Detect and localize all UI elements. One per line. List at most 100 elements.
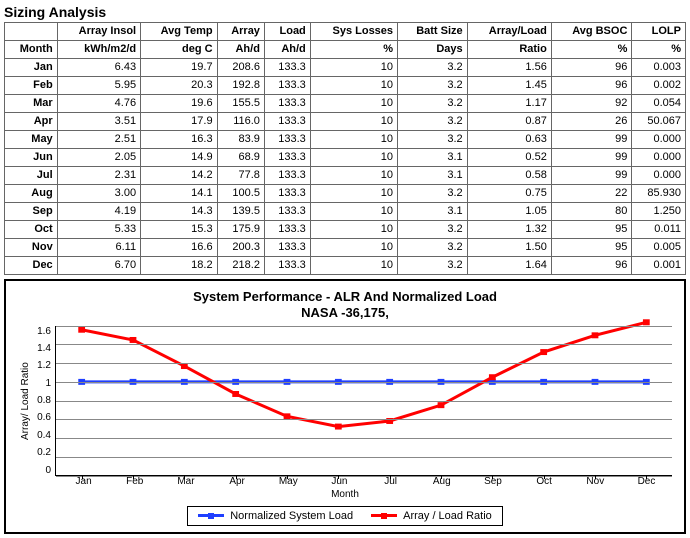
table-cell: 5.33 [57,221,140,239]
table-cell: 6.11 [57,239,140,257]
table-row: May2.5116.383.9133.3103.20.63990.000 [5,131,686,149]
table-cell: 133.3 [264,257,310,275]
table-cell: 6.70 [57,257,140,275]
table-cell: 3.2 [398,257,468,275]
y-tick-label: 1.2 [31,360,51,371]
series-marker [438,402,445,408]
table-cell: 50.067 [632,113,686,131]
table-cell: 10 [310,185,397,203]
x-axis-label: Month [18,489,672,500]
table-cell: 133.3 [264,185,310,203]
y-tick-label: 1.6 [31,326,51,337]
table-cell: 10 [310,203,397,221]
table-cell: 10 [310,239,397,257]
legend-label: Normalized System Load [230,510,353,522]
table-cell: 0.002 [632,77,686,95]
x-tick-label: Feb [109,476,160,487]
table-cell: 14.3 [141,203,217,221]
table-cell: 0.000 [632,167,686,185]
column-header [5,23,58,41]
table-cell: 175.9 [217,221,264,239]
series-marker [130,336,137,342]
table-cell: 2.51 [57,131,140,149]
table-cell: Aug [5,185,58,203]
table-cell: 3.2 [398,59,468,77]
table-cell: Apr [5,113,58,131]
table-cell: 10 [310,113,397,131]
table-cell: 96 [551,257,632,275]
series-marker [489,374,496,380]
table-cell: 20.3 [141,77,217,95]
table-cell: 10 [310,59,397,77]
table-cell: 0.000 [632,149,686,167]
table-cell: 133.3 [264,95,310,113]
x-tick-label: May [263,476,314,487]
table-cell: 133.3 [264,131,310,149]
series-marker [592,332,599,338]
table-cell: 0.000 [632,131,686,149]
table-row: Jun2.0514.968.9133.3103.10.52990.000 [5,149,686,167]
table-cell: 3.1 [398,203,468,221]
y-axis-label: Array/ Load Ratio [18,326,31,476]
table-row: Aug3.0014.1100.5133.3103.20.752285.930 [5,185,686,203]
table-cell: 2.31 [57,167,140,185]
table-cell: 16.3 [141,131,217,149]
column-unit: % [310,41,397,59]
table-row: Sep4.1914.3139.5133.3103.11.05801.250 [5,203,686,221]
column-unit: Ah/d [264,41,310,59]
table-cell: 0.87 [467,113,551,131]
chart-title: System Performance - ALR And Normalized … [18,289,672,322]
table-cell: Jan [5,59,58,77]
table-cell: 133.3 [264,203,310,221]
legend-label: Array / Load Ratio [403,510,492,522]
table-cell: 100.5 [217,185,264,203]
table-cell: 3.2 [398,113,468,131]
table-cell: 10 [310,131,397,149]
table-cell: 0.63 [467,131,551,149]
table-cell: 1.32 [467,221,551,239]
y-tick-label: 0 [31,465,51,476]
table-cell: 10 [310,149,397,167]
table-cell: 10 [310,167,397,185]
table-cell: 3.2 [398,221,468,239]
table-cell: Feb [5,77,58,95]
table-cell: 83.9 [217,131,264,149]
column-unit: Month [5,41,58,59]
table-cell: 133.3 [264,221,310,239]
x-tick-label: Jun [314,476,365,487]
series-marker [78,326,85,332]
table-row: Mar4.7619.6155.5133.3103.21.17920.054 [5,95,686,113]
x-tick-label: Apr [212,476,263,487]
column-unit: kWh/m2/d [57,41,140,59]
x-axis-ticks: JanFebMarAprMayJunJulAugSepOctNovDec [58,476,672,487]
table-cell: 133.3 [264,113,310,131]
table-cell: 133.3 [264,77,310,95]
table-cell: 3.1 [398,167,468,185]
table-cell: Dec [5,257,58,275]
table-row: Nov6.1116.6200.3133.3103.21.50950.005 [5,239,686,257]
plot-area [55,326,672,476]
legend-item: Array / Load Ratio [371,510,492,522]
table-cell: 3.2 [398,185,468,203]
table-cell: 68.9 [217,149,264,167]
column-header: Avg Temp [141,23,217,41]
table-cell: 1.17 [467,95,551,113]
column-unit: % [632,41,686,59]
series-marker [540,349,547,355]
table-cell: 18.2 [141,257,217,275]
table-cell: 96 [551,77,632,95]
table-cell: 139.5 [217,203,264,221]
table-cell: 22 [551,185,632,203]
table-cell: 10 [310,95,397,113]
table-cell: 14.1 [141,185,217,203]
page-title: Sizing Analysis [4,4,686,20]
table-cell: 3.00 [57,185,140,203]
table-cell: 95 [551,221,632,239]
table-cell: 0.001 [632,257,686,275]
column-header: Load [264,23,310,41]
table-cell: 1.56 [467,59,551,77]
y-tick-label: 0.4 [31,430,51,441]
column-header: Array Insol [57,23,140,41]
table-row: Feb5.9520.3192.8133.3103.21.45960.002 [5,77,686,95]
table-cell: 14.2 [141,167,217,185]
